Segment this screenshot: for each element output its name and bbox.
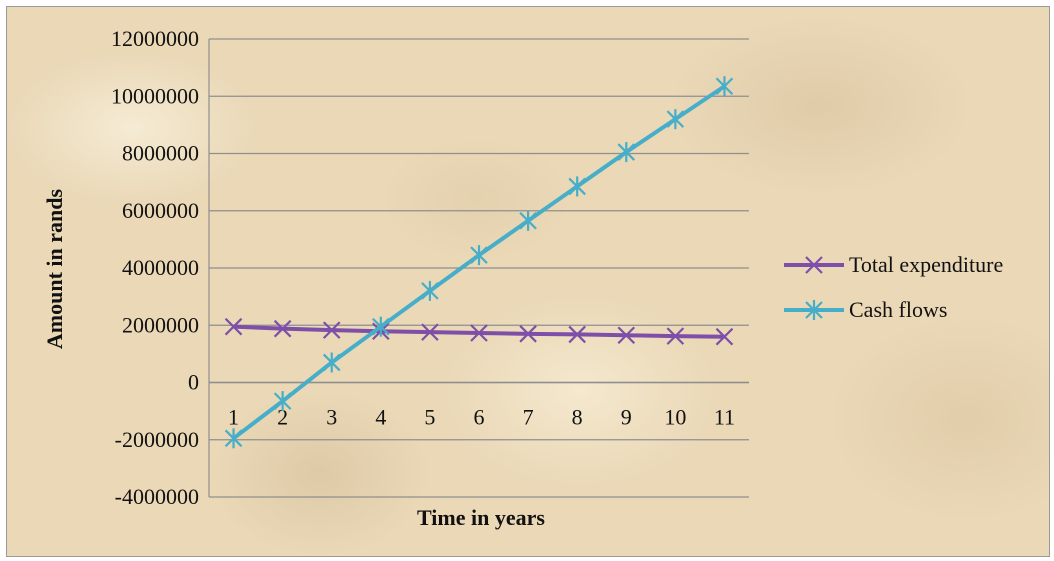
- chart-area: 12000000 10000000 8000000 6000000 4000000 200…: [6, 6, 1050, 557]
- legend-label: Cash flows: [849, 297, 947, 322]
- data-point: [273, 319, 292, 338]
- data-point: [322, 352, 341, 373]
- legend: Total expenditure Cash flows: [784, 252, 1003, 322]
- y-tick-label: 4000000: [122, 255, 199, 280]
- data-point: [715, 327, 734, 346]
- data-point: [568, 176, 586, 197]
- data-point: [666, 109, 685, 130]
- y-axis-title: Amount in rands: [42, 188, 67, 349]
- y-tick-label: 10000000: [111, 83, 199, 108]
- y-tick-label: 6000000: [122, 198, 199, 223]
- data-point: [470, 324, 488, 342]
- legend-label: Total expenditure: [849, 252, 1003, 277]
- data-point: [568, 325, 586, 344]
- line-chart: 12000000 10000000 8000000 6000000 4000000 200…: [42, 26, 1003, 530]
- legend-item: Total expenditure: [784, 252, 1003, 277]
- data-point: [617, 326, 636, 345]
- y-tick-label: -4000000: [115, 484, 199, 509]
- x-tick-label: 4: [375, 405, 386, 430]
- x-tick-label: 10: [664, 405, 686, 430]
- data-point: [224, 317, 243, 336]
- y-tick-label: 2000000: [122, 312, 199, 337]
- y-tick-label: -2000000: [115, 427, 199, 452]
- axes: [208, 39, 749, 497]
- y-tick-label: 8000000: [122, 141, 199, 166]
- data-point: [617, 142, 636, 163]
- series-cash-flows: [224, 76, 734, 449]
- data-point: [421, 280, 439, 301]
- series: [224, 76, 734, 449]
- y-tick-label: 12000000: [111, 26, 199, 51]
- data-point: [666, 327, 685, 345]
- data-point: [715, 76, 734, 97]
- x-tick-label: 1: [228, 405, 239, 430]
- data-point: [519, 210, 537, 231]
- x-tick-labels: 1 2 3 4 5 6 7 8 9 10 11: [228, 405, 735, 430]
- series-total-expenditure: [224, 317, 734, 346]
- x-tick-label: 3: [326, 405, 337, 430]
- data-point: [273, 391, 292, 412]
- data-point: [322, 321, 341, 339]
- x-tick-label: 9: [621, 405, 632, 430]
- y-tick-labels: 12000000 10000000 8000000 6000000 4000000 200…: [111, 26, 199, 509]
- data-point: [519, 325, 537, 343]
- x-tick-label: 11: [714, 405, 735, 430]
- x-tick-label: 6: [474, 405, 485, 430]
- y-tick-label: 0: [188, 370, 199, 395]
- x-tick-label: 2: [277, 405, 288, 430]
- data-point: [805, 300, 823, 320]
- x-tick-label: 8: [572, 405, 583, 430]
- x-tick-label: 5: [424, 405, 435, 430]
- x-tick-label: 7: [523, 405, 534, 430]
- data-point: [421, 323, 439, 341]
- data-point: [470, 245, 488, 266]
- x-axis-title: Time in years: [417, 505, 545, 530]
- data-point: [372, 316, 390, 337]
- data-point: [224, 428, 243, 449]
- legend-item: Cash flows: [784, 297, 947, 322]
- data-point: [805, 256, 823, 274]
